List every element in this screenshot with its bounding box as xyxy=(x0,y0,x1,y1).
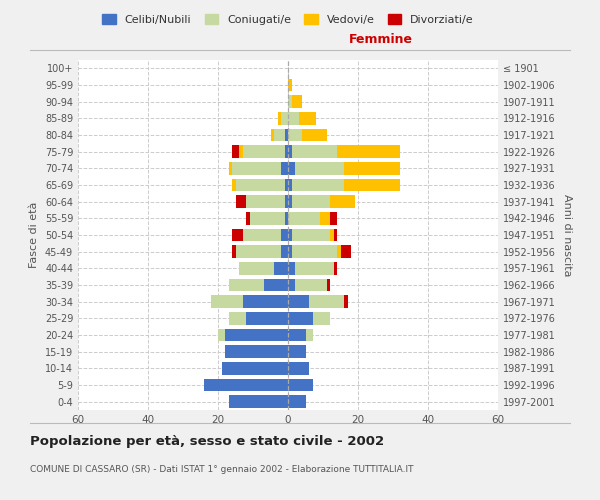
Bar xyxy=(292,246,337,258)
Bar xyxy=(246,196,284,208)
Text: Popolazione per età, sesso e stato civile - 2002: Popolazione per età, sesso e stato civil… xyxy=(30,435,384,448)
Bar xyxy=(263,279,288,291)
Bar xyxy=(288,262,295,274)
Bar xyxy=(337,146,400,158)
Bar xyxy=(232,162,281,174)
Bar xyxy=(337,246,341,258)
Bar xyxy=(232,146,239,158)
Bar xyxy=(292,229,330,241)
Bar xyxy=(288,329,305,341)
Y-axis label: Fasce di età: Fasce di età xyxy=(29,202,39,268)
Bar xyxy=(330,212,337,224)
Bar xyxy=(295,162,344,174)
Bar xyxy=(229,396,288,408)
Bar xyxy=(288,162,295,174)
Bar xyxy=(334,262,337,274)
Text: COMUNE DI CASSARO (SR) - Dati ISTAT 1° gennaio 2002 - Elaborazione TUTTITALIA.IT: COMUNE DI CASSARO (SR) - Dati ISTAT 1° g… xyxy=(30,465,413,474)
Bar xyxy=(330,229,334,241)
Bar xyxy=(284,146,288,158)
Bar xyxy=(288,179,292,192)
Bar xyxy=(292,146,337,158)
Bar xyxy=(344,162,400,174)
Bar xyxy=(288,246,292,258)
Bar xyxy=(246,312,288,324)
Bar xyxy=(341,246,351,258)
Bar xyxy=(299,112,316,124)
Bar xyxy=(229,162,232,174)
Bar xyxy=(239,146,242,158)
Bar xyxy=(281,246,288,258)
Bar xyxy=(239,262,274,274)
Bar xyxy=(229,312,246,324)
Bar xyxy=(302,129,326,141)
Bar xyxy=(288,112,299,124)
Bar xyxy=(242,229,281,241)
Legend: Celibi/Nubili, Coniugati/e, Vedovi/e, Divorziati/e: Celibi/Nubili, Coniugati/e, Vedovi/e, Di… xyxy=(99,10,477,28)
Bar xyxy=(288,212,320,224)
Bar xyxy=(229,279,263,291)
Bar xyxy=(330,196,355,208)
Bar xyxy=(288,196,292,208)
Bar xyxy=(288,396,305,408)
Bar xyxy=(313,312,330,324)
Bar xyxy=(271,129,274,141)
Bar xyxy=(288,379,313,391)
Bar xyxy=(334,229,337,241)
Bar xyxy=(235,246,281,258)
Bar xyxy=(211,296,242,308)
Bar xyxy=(218,329,225,341)
Bar xyxy=(320,212,330,224)
Bar xyxy=(284,179,288,192)
Bar xyxy=(288,129,302,141)
Bar xyxy=(288,279,295,291)
Bar xyxy=(288,96,292,108)
Bar xyxy=(235,196,246,208)
Bar xyxy=(274,262,288,274)
Bar xyxy=(288,79,292,92)
Text: Femmine: Femmine xyxy=(349,33,412,46)
Y-axis label: Anni di nascita: Anni di nascita xyxy=(562,194,572,276)
Bar xyxy=(309,296,344,308)
Bar xyxy=(292,179,344,192)
Bar xyxy=(246,212,250,224)
Bar xyxy=(225,346,288,358)
Bar xyxy=(288,229,292,241)
Bar xyxy=(344,296,347,308)
Bar xyxy=(295,279,326,291)
Bar xyxy=(281,229,288,241)
Bar xyxy=(281,112,288,124)
Bar xyxy=(221,362,288,374)
Bar xyxy=(274,129,284,141)
Bar xyxy=(232,229,242,241)
Bar xyxy=(284,129,288,141)
Bar xyxy=(292,96,302,108)
Bar xyxy=(288,312,313,324)
Bar xyxy=(326,279,330,291)
Bar xyxy=(250,212,284,224)
Bar xyxy=(288,346,305,358)
Bar xyxy=(242,296,288,308)
Bar xyxy=(305,329,313,341)
Bar xyxy=(288,146,292,158)
Bar xyxy=(277,112,281,124)
Bar xyxy=(225,329,288,341)
Bar xyxy=(284,196,288,208)
Bar xyxy=(232,179,235,192)
Bar xyxy=(232,246,235,258)
Bar xyxy=(204,379,288,391)
Bar xyxy=(281,162,288,174)
Bar xyxy=(295,262,334,274)
Bar xyxy=(344,179,400,192)
Bar xyxy=(292,196,330,208)
Bar xyxy=(284,212,288,224)
Bar xyxy=(235,179,284,192)
Bar xyxy=(288,296,309,308)
Bar xyxy=(288,362,309,374)
Bar xyxy=(242,146,284,158)
